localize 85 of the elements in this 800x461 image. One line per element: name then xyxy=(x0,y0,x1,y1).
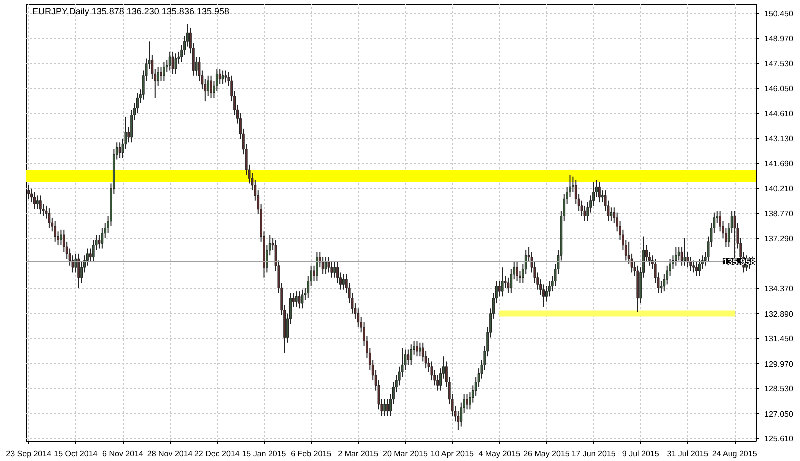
x-tick-label: 15 Oct 2014 xyxy=(54,450,98,458)
candlestick xyxy=(698,258,701,277)
candlestick xyxy=(334,262,336,278)
candlestick xyxy=(516,262,518,282)
y-tick-label: 134.370 xyxy=(764,284,794,294)
candlestick xyxy=(330,262,334,278)
x-tick-label: 6 Feb 2015 xyxy=(291,450,332,458)
candlestick xyxy=(54,220,57,242)
candlestick xyxy=(78,253,80,289)
y-tick-label: 131.450 xyxy=(764,334,794,344)
x-tick-label: 10 Apr 2015 xyxy=(430,450,474,458)
candlestick xyxy=(28,184,30,200)
y-tick-label: 140.210 xyxy=(764,184,794,194)
candlestick xyxy=(386,398,390,418)
x-tick-label: 31 Jul 2015 xyxy=(667,450,710,458)
x-tick-label: 24 Aug 2015 xyxy=(712,450,758,458)
candlestick xyxy=(684,238,686,266)
candlestick xyxy=(501,267,504,298)
candlestick xyxy=(610,207,613,222)
candlestick xyxy=(416,340,418,358)
y-tick-label: 129.970 xyxy=(764,360,794,369)
x-tick-label: 4 May 2015 xyxy=(478,450,522,458)
y-tick-label: 141.690 xyxy=(764,159,794,168)
x-tick-label: 23 Sep 2014 xyxy=(6,450,52,458)
y-tick-label: 147.530 xyxy=(764,59,794,68)
x-tick-label: 15 Jan 2015 xyxy=(242,450,287,458)
candlestick xyxy=(174,53,178,75)
candlestick xyxy=(218,68,222,85)
candlestick xyxy=(430,361,434,382)
candlestick xyxy=(224,70,228,84)
candlestick xyxy=(210,75,212,99)
y-tick-label: 138.770 xyxy=(764,209,794,218)
x-tick-label: 28 Nov 2014 xyxy=(147,450,194,458)
y-tick-label: 146.050 xyxy=(764,84,794,94)
x-tick-label: 9 Jul 2015 xyxy=(622,450,660,458)
y-tick-label: 125.610 xyxy=(764,434,794,444)
candlestick xyxy=(48,208,51,229)
candlestick xyxy=(89,248,92,263)
x-tick-label: 22 Dec 2014 xyxy=(194,450,240,458)
y-tick-label: 148.970 xyxy=(764,34,794,44)
y-tick-label: 144.610 xyxy=(764,109,794,118)
candlestick xyxy=(407,349,410,366)
candlestick xyxy=(118,142,122,159)
candlestick xyxy=(734,210,736,260)
y-tick-label: 132.890 xyxy=(764,310,794,319)
x-tick-label: 6 Nov 2014 xyxy=(102,450,144,458)
candlestick xyxy=(498,280,501,298)
candlestick xyxy=(584,205,586,222)
chart-title: EURJPY,Daily 135.878 136.230 135.836 135.958 xyxy=(32,6,230,16)
candlestick xyxy=(162,62,166,82)
candlestick xyxy=(436,374,440,392)
x-tick-label: 2 Mar 2015 xyxy=(338,450,380,458)
candlestick xyxy=(39,195,42,216)
candlestick xyxy=(324,256,328,275)
y-tick-label: 150.450 xyxy=(764,9,794,18)
y-tick-label: 143.130 xyxy=(764,134,794,144)
candlestick xyxy=(410,344,413,366)
candlestick xyxy=(598,182,601,204)
candlestick xyxy=(466,394,468,410)
candlestick xyxy=(34,192,36,210)
candlestick xyxy=(418,342,422,358)
y-tick-label: 137.290 xyxy=(764,234,794,244)
candlestick xyxy=(168,51,172,72)
y-tick-label: 127.050 xyxy=(764,410,794,419)
candlestick xyxy=(316,252,318,282)
x-tick-label: 17 Jun 2015 xyxy=(572,450,616,458)
candlestick xyxy=(36,195,39,210)
x-tick-label: 26 May 2015 xyxy=(524,450,570,458)
candlestick xyxy=(696,262,698,277)
candlestick xyxy=(172,51,174,75)
candlestick xyxy=(222,70,224,85)
candlestick xyxy=(342,274,345,290)
ref-line-label: 135.958 xyxy=(722,256,756,267)
candlestick xyxy=(98,234,101,250)
y-tick-label: 128.530 xyxy=(764,384,794,394)
x-tick-label: 20 Mar 2015 xyxy=(383,450,428,458)
candlestick xyxy=(60,229,62,246)
candlestick xyxy=(298,291,301,310)
candlestick xyxy=(674,246,678,266)
candlestick xyxy=(507,277,510,294)
candlestick xyxy=(384,398,386,418)
candlestick xyxy=(295,291,298,308)
candlestick xyxy=(692,260,696,274)
candlestick xyxy=(601,190,604,204)
candlestick xyxy=(301,289,304,310)
